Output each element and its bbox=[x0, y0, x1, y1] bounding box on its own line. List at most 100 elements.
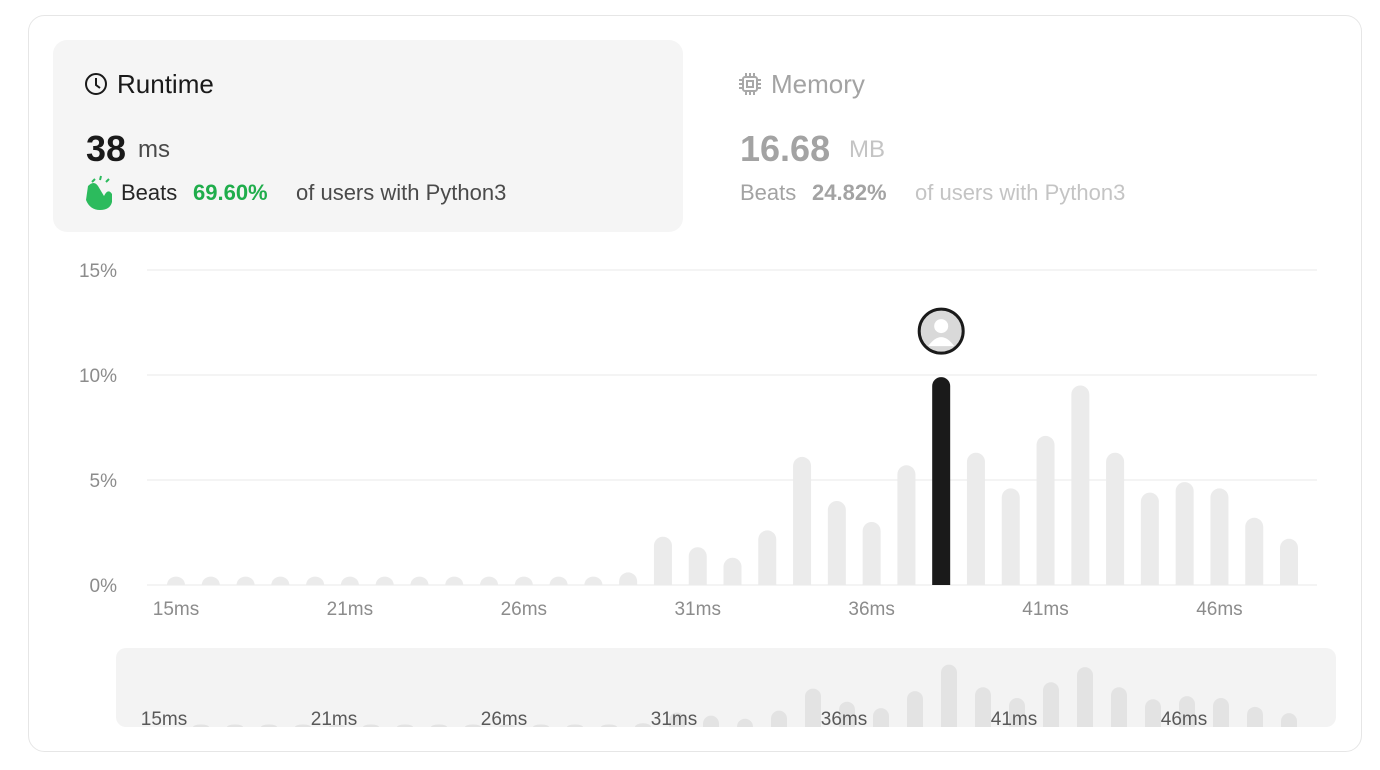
minimap-bar bbox=[1009, 698, 1025, 727]
bar bbox=[1106, 452, 1125, 585]
bar bbox=[688, 547, 707, 585]
minimap-bar bbox=[1247, 706, 1263, 727]
minimap-bar bbox=[805, 688, 821, 727]
runtime-beats-prefix: Beats bbox=[121, 180, 177, 205]
runtime-beats: 69.60% bbox=[193, 180, 268, 205]
minimap-bar bbox=[635, 723, 651, 727]
bar bbox=[827, 501, 846, 585]
minimap-bar bbox=[907, 691, 923, 727]
bar bbox=[897, 465, 916, 585]
runtime-title: Runtime bbox=[117, 69, 214, 99]
minimap-bar bbox=[737, 718, 753, 727]
minimap-bar bbox=[873, 708, 889, 727]
runtime-value: 38 bbox=[86, 128, 126, 169]
bar bbox=[236, 576, 255, 585]
minimap[interactable] bbox=[116, 648, 1336, 727]
bar bbox=[445, 576, 464, 585]
bar bbox=[167, 576, 185, 585]
bar bbox=[653, 536, 672, 585]
bar bbox=[584, 576, 603, 585]
y-tick-label: 5% bbox=[90, 471, 118, 492]
bar bbox=[758, 530, 777, 585]
minimap-bar bbox=[1213, 698, 1229, 727]
minimap-bar bbox=[397, 724, 413, 727]
bar bbox=[306, 576, 325, 585]
bar bbox=[410, 576, 429, 585]
minimap-bar bbox=[295, 724, 311, 727]
memory-value: 16.68 bbox=[740, 128, 830, 169]
minimap-bar bbox=[1145, 699, 1161, 727]
bar bbox=[1280, 538, 1298, 585]
minimap-bar bbox=[1179, 696, 1195, 727]
minimap-bar bbox=[1111, 687, 1127, 727]
x-tick-label: 36ms bbox=[848, 599, 894, 620]
minimap-x-label: 31ms bbox=[651, 709, 697, 730]
minimap-bar bbox=[431, 724, 447, 727]
runtime-unit: ms bbox=[138, 136, 170, 163]
x-tick-label: 26ms bbox=[501, 599, 547, 620]
minimap-bar bbox=[669, 712, 685, 727]
y-tick-label: 0% bbox=[90, 576, 118, 597]
avatar-head bbox=[934, 319, 949, 334]
memory-title[interactable]: Memory bbox=[771, 69, 865, 99]
memory-beats-prefix: Beats bbox=[740, 180, 796, 205]
memory-beats-suffix: of users with Python3 bbox=[915, 180, 1125, 205]
chip-icon bbox=[739, 73, 761, 95]
bar bbox=[1175, 482, 1194, 585]
minimap-bar bbox=[567, 724, 583, 727]
bar bbox=[1245, 517, 1264, 585]
avatar-body bbox=[928, 337, 955, 347]
x-tick-label: 46ms bbox=[1196, 599, 1242, 620]
minimap-x-label: 36ms bbox=[821, 709, 867, 730]
minimap-bar bbox=[193, 724, 209, 727]
minimap-bar bbox=[771, 710, 787, 727]
clock-icon bbox=[85, 73, 107, 95]
minimap-bar bbox=[227, 724, 243, 727]
minimap-bar bbox=[261, 724, 277, 727]
minimap-bar bbox=[465, 724, 481, 727]
bar bbox=[375, 576, 394, 585]
minimap-bar bbox=[703, 715, 719, 727]
runtime-panel[interactable] bbox=[53, 40, 683, 232]
bar bbox=[619, 572, 638, 585]
bar bbox=[862, 522, 881, 585]
bar bbox=[1071, 385, 1090, 585]
bar bbox=[932, 377, 951, 585]
y-tick-label: 10% bbox=[79, 366, 117, 387]
bar bbox=[1140, 492, 1159, 585]
minimap-x-label: 15ms bbox=[141, 709, 187, 730]
minimap-bar bbox=[941, 664, 957, 727]
minimap-bar bbox=[1077, 667, 1093, 727]
bar bbox=[514, 576, 533, 585]
bar bbox=[1210, 488, 1229, 585]
bar bbox=[1036, 435, 1055, 585]
bar bbox=[1001, 488, 1020, 585]
minimap-bar bbox=[499, 724, 515, 727]
clap-icon bbox=[86, 175, 112, 210]
minimap-bar bbox=[363, 724, 379, 727]
minimap-bar bbox=[839, 701, 855, 727]
minimap-bar bbox=[1043, 682, 1059, 727]
x-tick-label: 15ms bbox=[153, 599, 199, 620]
x-tick-label: 41ms bbox=[1022, 599, 1068, 620]
minimap-bar bbox=[1281, 713, 1297, 727]
minimap-x-label: 21ms bbox=[311, 709, 357, 730]
minimap-x-label: 26ms bbox=[481, 709, 527, 730]
minimap-bar bbox=[975, 687, 991, 727]
user-avatar bbox=[917, 307, 965, 355]
minimap-x-label: 41ms bbox=[991, 709, 1037, 730]
bar bbox=[723, 557, 742, 585]
bar bbox=[549, 576, 568, 585]
minimap-bar bbox=[329, 724, 345, 727]
bar bbox=[340, 576, 359, 585]
bar bbox=[966, 452, 985, 585]
runtime-beats-suffix: of users with Python3 bbox=[296, 180, 506, 205]
bar bbox=[793, 456, 812, 585]
minimap-bar bbox=[601, 724, 617, 727]
minimap-x-label: 46ms bbox=[1161, 709, 1207, 730]
bar bbox=[271, 576, 290, 585]
y-tick-label: 15% bbox=[79, 261, 117, 282]
memory-beats: 24.82% bbox=[812, 180, 887, 205]
